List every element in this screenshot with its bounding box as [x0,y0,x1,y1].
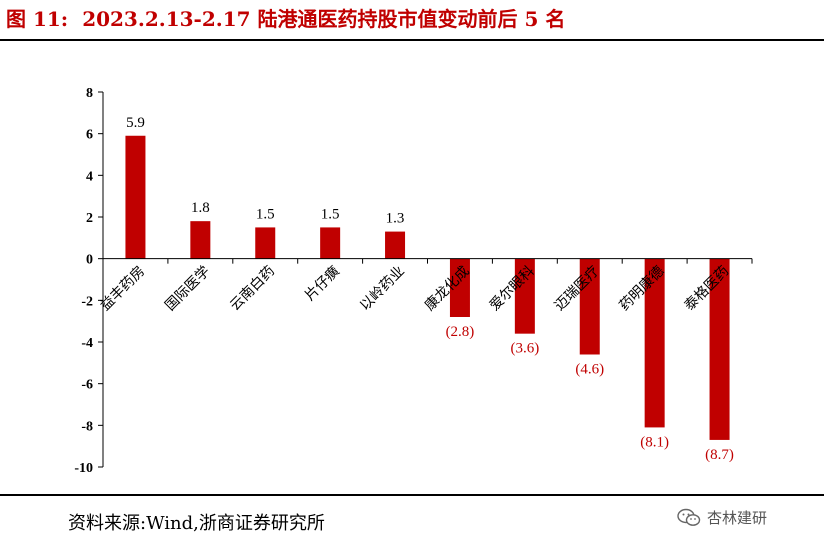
y-tick-label: -4 [81,336,93,351]
data-label: 1.5 [256,206,275,222]
y-tick-label: 8 [86,86,93,101]
x-tick-label: 以岭药业 [357,263,408,314]
data-label: 1.8 [191,200,210,216]
y-tick-label: 6 [86,128,93,143]
watermark-text: 杏林建研 [707,509,768,527]
source-note: 资料来源:Wind,浙商证券研究所 [68,513,325,534]
figure-number: 图 11: [6,6,69,31]
bar [125,135,146,259]
y-tick-label: -10 [74,461,93,476]
bar [255,227,276,259]
wechat-icon [677,508,701,526]
y-tick-label: -2 [81,294,93,309]
data-label: 1.3 [386,211,405,227]
x-tick-label: 云南白药 [227,263,278,314]
x-tick-label: 益丰药房 [97,263,148,314]
x-tick-label: 片仔癀 [301,262,343,304]
y-tick-label: -8 [81,419,93,434]
data-label: (8.1) [640,434,669,450]
y-tick-label: 2 [86,211,93,226]
figure-title: 图 11: 2023.2.13-2.17 陆港通医药持股市值变动前后 5 名 [6,0,565,34]
data-label: 5.9 [126,115,145,131]
bar [190,221,211,259]
y-tick-label: -6 [81,378,93,393]
top-divider [0,39,824,41]
data-label: (8.7) [705,447,734,463]
bar-chart: 8 6 4 2 0 -2 -4 -6 -8 -10 5.9 1.8 1.5 1.5 1.3 (2.8) (3.6… [74,86,753,476]
x-tick-label: 国际医学 [162,263,213,314]
bar [709,258,730,440]
data-label: 1.5 [321,206,340,222]
chart-title: 2023.2.13-2.17 陆港通医药持股市值变动前后 5 名 [82,6,566,31]
bar [449,258,470,317]
watermark: 杏林建研 [677,507,767,528]
data-label: (4.6) [575,362,604,378]
y-tick-label: 0 [86,253,93,268]
bar [644,258,665,428]
data-label: (2.8) [446,324,475,340]
bottom-divider [0,494,824,496]
y-tick-label: 4 [86,169,93,184]
bar [385,231,406,259]
data-label: (3.6) [510,341,539,357]
bar [579,258,600,355]
bar [320,227,341,259]
bar [514,258,535,334]
